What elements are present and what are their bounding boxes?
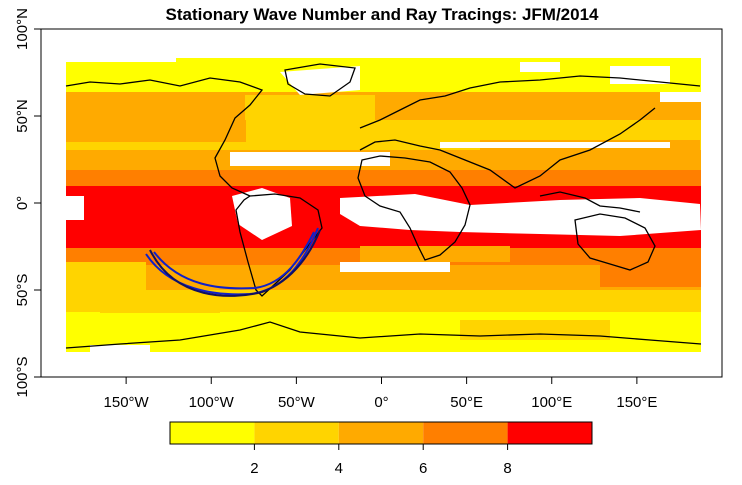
colorbar-swatch — [423, 422, 508, 444]
ray-tracings — [145, 227, 321, 297]
band-north-high — [66, 92, 701, 120]
patch-sw-pacific — [66, 262, 146, 290]
missing-bottom-left — [90, 345, 150, 360]
patch-atlantic-north — [245, 95, 375, 120]
coast-australia — [574, 213, 656, 271]
colorbar-frame — [169, 421, 593, 445]
band-north-tropics — [66, 170, 701, 186]
patch-s-pacific — [100, 295, 220, 313]
missing-amazon — [232, 188, 292, 240]
coast-north-america — [65, 77, 264, 197]
y-tick-label: 50°S — [14, 274, 31, 307]
colorbar-tick-label: 2 — [250, 460, 258, 477]
colorbar-swatch — [254, 422, 339, 444]
ray-path — [149, 229, 321, 297]
missing-tropical-east — [340, 194, 701, 236]
x-tick-label: 0° — [374, 394, 388, 411]
colorbar-swatch — [338, 422, 424, 444]
colorbar-tick-label: 8 — [503, 460, 511, 477]
y-axis: 100°N 50°N 0° 50°S 100°S — [14, 8, 41, 398]
colorbar: 2 4 6 8 — [169, 421, 593, 477]
coast-africa — [357, 155, 471, 261]
x-tick-label: 150°W — [104, 394, 150, 411]
coast-antarctica — [65, 321, 702, 349]
coast-south-america — [235, 193, 323, 297]
x-axis: 150°W 100°W 50°W 0° 50°E 100°E 150°E — [104, 377, 657, 411]
coast-eurasia-south — [359, 107, 656, 189]
missing-ne-asia — [610, 66, 670, 84]
y-tick-label: 100°S — [14, 356, 31, 397]
map-title: Stationary Wave Number and Ray Tracings:… — [165, 5, 599, 24]
missing-asia-strip — [440, 142, 670, 148]
x-tick-label: 100°W — [189, 394, 235, 411]
ray-path — [153, 231, 315, 290]
band-south-jet — [66, 230, 701, 248]
missing-s-atlantic-strip — [340, 262, 450, 272]
missing-top-margin — [66, 52, 701, 58]
colorbar-swatch — [507, 422, 592, 444]
y-tick-label: 0° — [14, 196, 31, 210]
coast-greenland — [284, 63, 356, 97]
colorbar-tick-label: 4 — [335, 460, 343, 477]
missing-n-atlantic-strip — [230, 152, 390, 166]
wave-number-field — [66, 40, 701, 360]
missing-greenland — [280, 66, 360, 95]
patch-pacific-north — [66, 120, 246, 142]
y-tick-label: 50°N — [14, 99, 31, 133]
missing-top-left — [66, 52, 176, 62]
missing-bottom-margin — [66, 352, 701, 360]
missing-siberia — [520, 62, 560, 72]
patch-s-atlantic — [360, 246, 510, 262]
colorbar-tick-label: 6 — [419, 460, 427, 477]
y-tick-label: 100°N — [14, 8, 31, 50]
coastlines — [65, 63, 702, 349]
patch-s-indian — [460, 320, 610, 340]
x-tick-label: 150°E — [616, 394, 657, 411]
missing-top-right — [500, 40, 701, 52]
x-tick-label: 50°E — [450, 394, 483, 411]
missing-w-pacific-edge — [66, 196, 84, 220]
missing-kamchatka — [660, 92, 701, 102]
colorbar-swatch — [170, 422, 255, 444]
x-tick-label: 100°E — [531, 394, 572, 411]
x-tick-label: 50°W — [278, 394, 316, 411]
coast-maritime — [539, 191, 641, 213]
coast-eurasia-north — [359, 75, 701, 129]
